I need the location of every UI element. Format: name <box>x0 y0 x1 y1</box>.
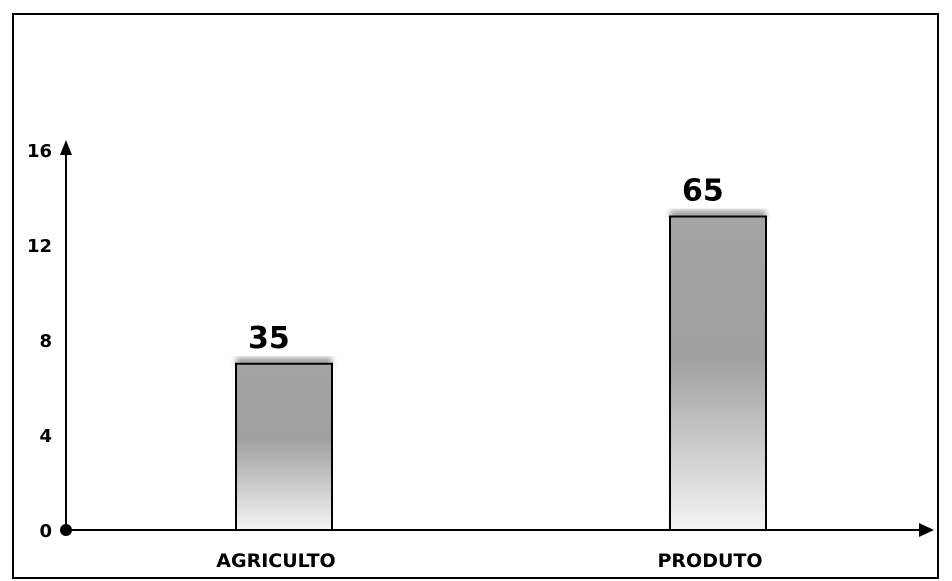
y-tick-label: 8 <box>39 331 52 352</box>
y-tick-label: 12 <box>27 236 52 257</box>
bar <box>235 362 333 531</box>
chart-frame <box>12 13 939 579</box>
x-axis-arrow <box>919 523 934 537</box>
bar-shadow <box>236 357 332 366</box>
category-label: AGRICULTO <box>216 550 335 572</box>
origin-dot <box>60 524 72 536</box>
labels: 35 AGRICULTO 65 PRODUTO <box>216 174 762 573</box>
y-tick-label: 0 <box>39 521 52 542</box>
y-tick-labels: 0 4 8 12 16 <box>27 141 52 542</box>
y-tick-label: 16 <box>27 141 52 162</box>
y-axis-arrow <box>60 140 72 155</box>
data-label: 65 <box>682 174 724 209</box>
data-label: 35 <box>248 321 290 356</box>
bar <box>669 215 767 531</box>
bar-shadow <box>670 210 766 219</box>
category-label: PRODUTO <box>657 550 762 572</box>
bars <box>235 210 767 531</box>
y-tick-label: 4 <box>39 426 52 447</box>
axes <box>60 140 934 537</box>
